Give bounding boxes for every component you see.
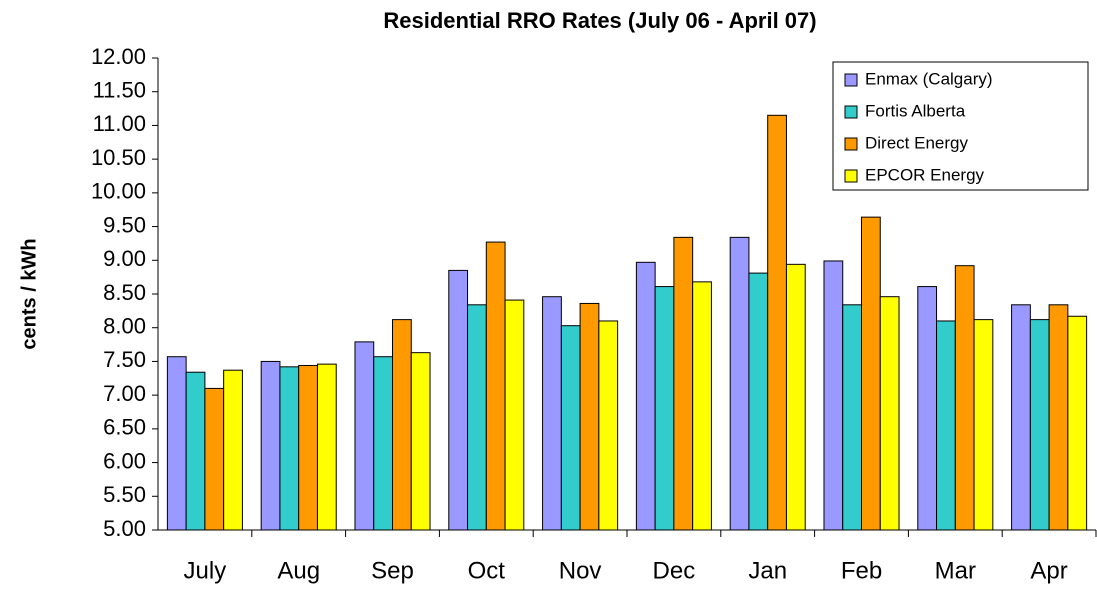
bar [260,360,281,531]
legend-box [832,61,1089,191]
y-tick-label: 11.50 [93,78,146,103]
legend-swatch [844,73,858,87]
bar [635,261,656,531]
legend-swatch [844,169,858,183]
bar [485,241,506,531]
y-tick-label: 10.50 [91,145,146,170]
bar [410,352,431,531]
x-tick-label: July [184,557,227,584]
bar [204,387,225,531]
bar [542,296,562,531]
bar [1011,304,1031,531]
legend-swatch [844,137,858,151]
y-tick-label: 9.00 [103,246,146,271]
bar [1029,319,1050,531]
x-tick-label: Aug [277,557,320,584]
bar [842,304,862,531]
bar [166,356,187,531]
bar [279,366,300,531]
y-tick-label: 6.50 [103,415,146,440]
bar [298,364,318,531]
bar [1067,315,1088,531]
bar [504,299,525,531]
bar [673,236,694,531]
chart-title: Residential RRO Rates (July 06 - April 0… [383,8,816,33]
legend-label: Direct Energy [865,133,968,152]
legend-label: Fortis Alberta [865,101,966,120]
bar [936,320,956,531]
legend-label: Enmax (Calgary) [865,69,993,88]
x-tick-label: Feb [841,557,882,584]
legend-label: EPCOR Energy [865,165,985,184]
bar [185,371,206,531]
bar [448,269,469,531]
y-axis-label: cents / kWh [18,238,40,349]
bar [392,319,412,531]
x-tick-label: Dec [653,557,696,584]
y-tick-label: 7.50 [103,347,146,372]
x-tick-label: Apr [1030,557,1067,584]
x-tick-label: Mar [935,557,976,584]
bar [560,325,581,531]
x-tick-label: Jan [748,557,787,584]
x-tick-label: Nov [559,557,602,584]
bar [973,319,994,531]
bar [785,263,806,531]
bar [861,216,881,531]
bar [598,320,619,531]
y-tick-label: 12.00 [91,44,146,69]
bar [1048,304,1069,531]
bar [879,296,900,531]
bar [354,341,375,531]
bar [579,302,600,531]
bar [729,236,750,531]
bar [316,363,337,531]
x-tick-label: Oct [468,557,506,584]
bar [654,286,675,531]
y-tick-label: 11.00 [93,111,146,136]
x-tick-label: Sep [371,557,414,584]
y-tick-label: 9.50 [103,212,146,237]
bar [748,272,769,531]
bar [692,281,712,531]
bar [223,369,243,531]
y-tick-label: 7.00 [103,381,146,406]
bar [373,356,393,531]
y-tick-label: 5.50 [103,482,146,507]
y-tick-label: 8.50 [103,280,146,305]
bar [917,286,938,531]
bar [954,265,975,531]
y-tick-label: 6.00 [103,448,146,473]
bar [823,260,844,531]
legend-swatch [844,105,858,119]
y-tick-label: 5.00 [103,516,146,541]
bar [467,304,487,531]
y-tick-label: 8.00 [103,314,146,339]
bar [767,114,787,531]
y-tick-label: 10.00 [91,179,146,204]
